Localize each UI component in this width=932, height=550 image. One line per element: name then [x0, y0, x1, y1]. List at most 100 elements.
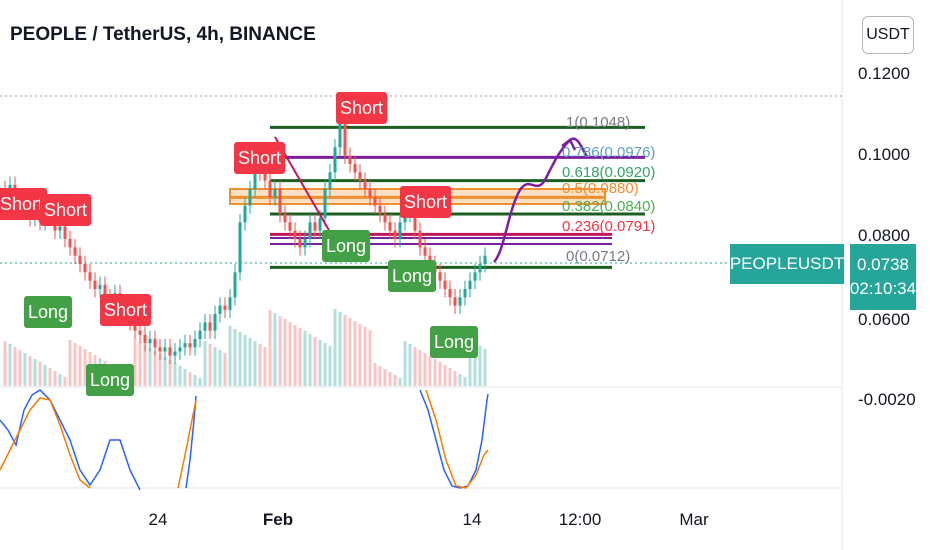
- candle-body: [323, 189, 327, 219]
- volume-bar: [158, 354, 162, 386]
- signal-short: Short: [100, 294, 152, 326]
- volume-bar: [58, 374, 62, 386]
- candle-body: [468, 280, 472, 289]
- candle-body: [278, 189, 282, 214]
- volume-bar: [303, 331, 307, 386]
- volume-bar: [458, 374, 462, 386]
- volume-bar: [438, 362, 442, 386]
- volume-bar: [133, 339, 137, 386]
- volume-bar: [293, 325, 297, 386]
- volume-bar: [18, 350, 22, 386]
- candle-body: [173, 351, 177, 356]
- time-tick: 14: [462, 510, 482, 529]
- candle-body: [83, 264, 87, 273]
- oscillator-tick: -0.0020: [858, 390, 916, 409]
- candle-body: [398, 222, 402, 239]
- candle-body: [328, 172, 332, 189]
- volume-bar: [263, 347, 267, 386]
- volume-bar: [83, 349, 87, 386]
- candle-body: [303, 239, 307, 248]
- candle-body: [448, 289, 452, 298]
- time-tick: Feb: [262, 510, 294, 529]
- volume-bar: [68, 340, 72, 386]
- candle-body: [178, 347, 182, 352]
- volume-bar: [308, 334, 312, 386]
- price-tick: 0.1200: [858, 64, 910, 83]
- candle-body: [208, 322, 212, 331]
- candle-body: [143, 334, 147, 344]
- candle-body: [443, 280, 447, 289]
- volume-bar: [33, 359, 37, 386]
- signal-long: Long: [322, 230, 371, 262]
- volume-bar: [183, 369, 187, 386]
- candle-body: [68, 239, 72, 248]
- volume-bar: [43, 365, 47, 386]
- volume-bar: [413, 347, 417, 386]
- fib-label-05: 0.5(0.0880): [562, 180, 639, 197]
- candle-body: [293, 230, 297, 239]
- candle-body: [228, 297, 232, 310]
- volume-bar: [448, 368, 452, 386]
- volume-bar: [143, 345, 147, 386]
- volume-bar: [388, 372, 392, 386]
- candle-body: [363, 180, 367, 189]
- fib-label-0382: 0.382(0.0840): [562, 198, 656, 215]
- candle-body: [268, 180, 272, 198]
- candle-body: [343, 122, 347, 156]
- volume-bar: [398, 378, 402, 386]
- candle-body: [368, 189, 372, 198]
- signal-short: Short: [0, 188, 48, 220]
- volume-bar: [278, 316, 282, 386]
- candle-body: [338, 122, 342, 148]
- volume-bar: [193, 375, 197, 386]
- fib-label-0618: 0.618(0.0920): [562, 164, 656, 181]
- volume-bar: [298, 328, 302, 386]
- signal-long: Long: [86, 364, 135, 396]
- volume-bar: [453, 371, 457, 386]
- candle-body: [478, 264, 482, 273]
- candle-body: [353, 164, 357, 173]
- oscillator-slow-line: [0, 397, 91, 489]
- volume-bar: [478, 346, 482, 386]
- oscillator-slow-line-2: [177, 399, 197, 489]
- volume-bar: [78, 346, 82, 386]
- candle-body: [418, 230, 422, 248]
- volume-bar: [253, 341, 257, 386]
- volume-bar: [473, 343, 477, 386]
- volume-bar: [423, 353, 427, 386]
- volume-bar: [178, 366, 182, 386]
- volume-bar: [313, 337, 317, 386]
- volume-bar: [328, 346, 332, 386]
- volume-bar: [3, 341, 7, 386]
- volume-bar: [338, 312, 342, 386]
- volume-bar: [428, 356, 432, 386]
- candle-body: [198, 330, 202, 339]
- fib-label-0236: 0.236(0.0791): [562, 218, 656, 235]
- candle-body: [133, 322, 137, 331]
- volume-bar: [443, 365, 447, 386]
- candle-body: [383, 214, 387, 223]
- candle-body: [458, 297, 462, 306]
- volume-bar: [148, 348, 152, 386]
- volume-bar: [173, 363, 177, 386]
- candle-body: [168, 347, 172, 356]
- volume-bar: [288, 322, 292, 386]
- volume-bar: [393, 375, 397, 386]
- candle-body: [88, 272, 92, 281]
- oscillator-fast-line: [0, 389, 141, 491]
- candle-body: [148, 339, 152, 344]
- volume-bar: [258, 344, 262, 386]
- currency-button[interactable]: USDT: [862, 16, 914, 54]
- candle-body: [413, 205, 417, 231]
- volume-bar: [418, 350, 422, 386]
- candle-body: [373, 197, 377, 206]
- candle-body: [163, 347, 167, 352]
- time-tick: 24: [148, 510, 168, 529]
- signal-long: Long: [430, 326, 479, 358]
- price-tick: 0.0600: [858, 310, 910, 329]
- volume-bar: [268, 310, 272, 386]
- candle-body: [93, 280, 97, 289]
- candle-body: [453, 297, 457, 306]
- candle-body: [288, 222, 292, 231]
- candle-body: [333, 147, 337, 173]
